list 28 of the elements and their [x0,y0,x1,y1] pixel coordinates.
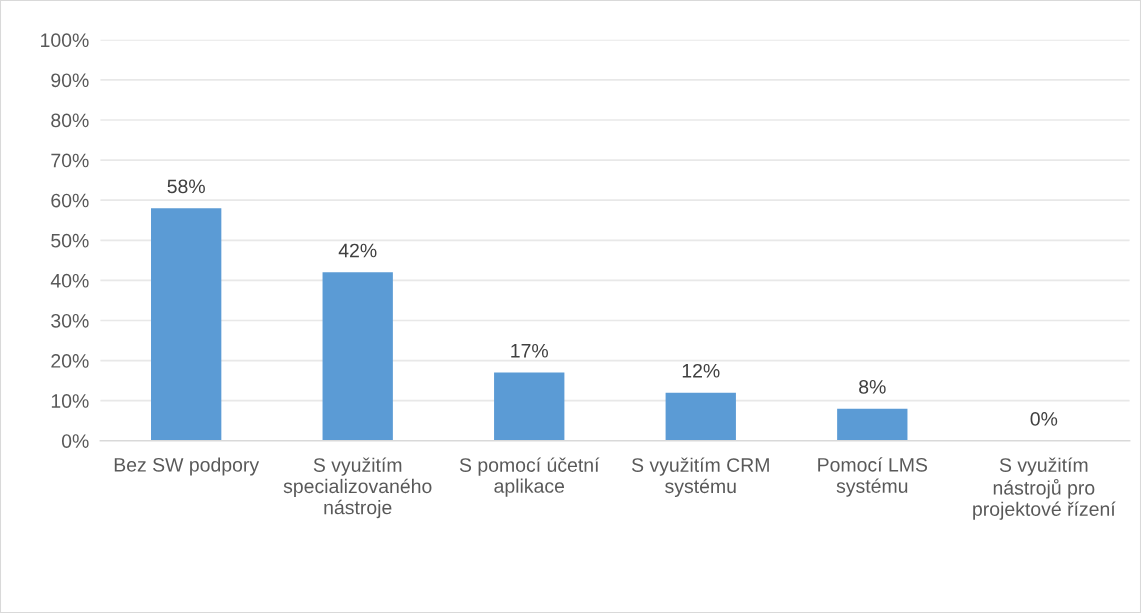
bar [322,272,393,441]
x-tick-label: S využitím specializovaného nástroje [283,457,432,519]
data-label: 58% [167,179,205,194]
y-tick-label: 60% [51,193,89,208]
y-tick-label: 70% [51,153,89,168]
y-tick-label: 20% [51,354,89,368]
data-label: 42% [338,243,377,258]
y-tick-label: 80% [51,113,89,128]
y-tick-label: 0% [61,434,89,448]
x-tick-label: S využitím CRM systému [631,457,769,497]
bar [494,372,565,441]
y-tick-label: 100% [41,33,89,48]
data-label: 0% [1030,412,1058,426]
y-tick-label: 30% [51,313,89,328]
y-tick-label: 90% [51,73,89,88]
data-label: 8% [859,379,886,394]
x-tick-label: S pomocí účetní aplikace [459,457,600,497]
bar [151,208,222,441]
y-tick-label: 50% [51,233,89,248]
data-label: 17% [511,343,548,358]
y-tick-label: 40% [50,273,89,288]
bar [837,408,908,441]
bar [665,392,736,441]
x-tick-label: Pomocí LMS systému [818,457,928,497]
x-tick-label: Bez SW podpory [114,457,260,476]
data-label: 12% [682,363,720,378]
x-tick-label: S využitím nástrojů pro projektové řízení [973,457,1116,520]
y-tick-label: 10% [51,394,89,408]
